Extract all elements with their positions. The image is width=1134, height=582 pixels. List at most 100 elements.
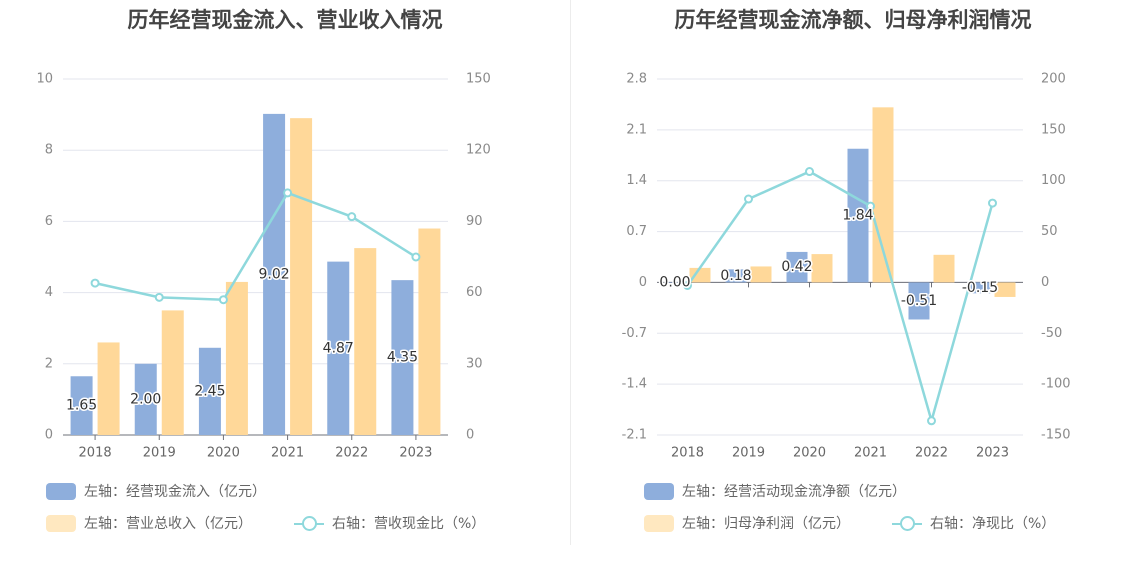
x-axis-tick-label: 2023 <box>399 446 432 461</box>
ratio-point <box>988 198 997 208</box>
bar-data-label: 9.02 <box>258 266 289 282</box>
right-axis-tick-label: 200 <box>1041 72 1066 87</box>
bar-secondary <box>290 118 313 435</box>
left-axis-tick-label: -0.7 <box>622 326 647 341</box>
bar-primary <box>263 113 286 435</box>
legend-line-swatch-icon <box>892 515 922 532</box>
ratio-point <box>683 280 692 290</box>
x-axis-tick-label: 2020 <box>793 446 826 461</box>
legend-item-net-cash-ratio[interactable]: 右轴：净现比（%） <box>892 513 1055 533</box>
ratio-point <box>866 201 875 211</box>
ratio-point <box>805 167 814 177</box>
legend-item-net-profit[interactable]: 左轴：归母净利润（亿元） <box>644 513 850 533</box>
chart-title: 历年经营现金流入、营业收入情况 <box>127 8 443 32</box>
bar-data-label: 4.87 <box>323 340 354 356</box>
right-axis-tick-label: 90 <box>466 214 483 229</box>
legend-label: 左轴：归母净利润（亿元） <box>682 516 850 532</box>
right-axis-tick-label: 150 <box>466 72 491 87</box>
ratio-point <box>218 295 228 305</box>
left-axis-tick-label: 4 <box>45 285 53 300</box>
left-axis-tick-label: -2.1 <box>622 428 647 443</box>
bar-primary <box>198 347 221 435</box>
left-axis-tick-label: 1.4 <box>626 173 647 188</box>
ratio-point <box>90 278 100 288</box>
x-axis-tick-label: 2019 <box>143 446 176 461</box>
bar-secondary <box>97 342 120 435</box>
left-axis-tick-label: 2.8 <box>626 72 647 87</box>
bar-secondary <box>161 310 184 435</box>
bar-data-label: 2.00 <box>130 391 161 407</box>
legend-bar-swatch-icon <box>644 482 674 500</box>
left-chart-panel: 历年经营现金流入、营业收入情况 0 2 4 6 8 10 0 30 60 90 120 150 2018… <box>36 8 491 533</box>
ratio-line <box>686 170 994 426</box>
left-axis-tick-label: 0.7 <box>626 224 647 239</box>
bar-secondary <box>689 267 711 283</box>
bar-primary <box>969 282 991 294</box>
right-axis-tick-label: 50 <box>1041 224 1058 239</box>
right-axis-tick-label: -100 <box>1041 377 1071 392</box>
bar-data-label: -0.15 <box>962 280 998 296</box>
ratio-point <box>927 416 936 426</box>
bar-secondary <box>811 254 833 283</box>
right-axis-tick-label: -150 <box>1041 428 1071 443</box>
chart-title: 历年经营现金流净额、归母净利润情况 <box>674 8 1032 32</box>
left-chart-plot: 0 2 4 6 8 10 0 30 60 90 120 150 2018 2019 2020 2021 2022… <box>36 72 491 461</box>
legend-item-revenue[interactable]: 左轴：营业总收入（亿元） <box>46 513 252 533</box>
x-axis-tick-label: 2020 <box>207 446 240 461</box>
left-axis-tick-label: 6 <box>45 214 53 229</box>
right-chart-panel: 历年经营现金流净额、归母净利润情况 -2.1 -1.4 -0.7 0 0.7 1.4 2.1… <box>572 0 1134 582</box>
x-axis-tick-label: 2022 <box>915 446 948 461</box>
left-axis-tick-label: 8 <box>45 143 53 158</box>
bar-secondary <box>225 281 248 435</box>
legend-item-cash-inflow[interactable]: 左轴：经营现金流入（亿元） <box>46 481 266 501</box>
right-axis-tick-label: -50 <box>1041 326 1062 341</box>
ratio-line <box>94 191 417 301</box>
right-chart-plot: -2.1 -1.4 -0.7 0 0.7 1.4 2.1 2.8 -150 -100 -50 0 50 1… <box>622 72 1071 461</box>
x-axis-tick-label: 2018 <box>671 446 704 461</box>
left-axis-tick-label: -1.4 <box>622 377 647 392</box>
legend-line-swatch-icon <box>294 515 324 532</box>
ratio-point <box>347 212 357 222</box>
left-axis-tick-label: 2.1 <box>626 122 647 137</box>
right-axis-tick-label: 100 <box>1041 173 1066 188</box>
panel-divider <box>570 0 571 545</box>
legend-bar-swatch-icon <box>46 482 76 500</box>
bar-data-label: 1.65 <box>66 398 97 414</box>
bar-primary <box>908 282 930 320</box>
bar-data-label: 0.42 <box>781 259 812 275</box>
bar-secondary <box>418 228 441 435</box>
bar-secondary <box>354 248 377 435</box>
bar-data-label: 1.84 <box>842 208 873 224</box>
bar-primary <box>725 269 747 283</box>
bar-secondary <box>872 107 894 283</box>
legend-label: 左轴：经营现金流入（亿元） <box>84 484 266 500</box>
ratio-point <box>154 292 164 302</box>
right-axis-tick-label: 60 <box>466 285 483 300</box>
bar-secondary <box>750 266 772 283</box>
bar-data-label: -0.51 <box>901 293 937 309</box>
right-axis-tick-label: 150 <box>1041 122 1066 137</box>
left-axis-tick-label: 2 <box>45 356 53 371</box>
legend-bar-swatch-icon <box>46 514 76 532</box>
legend-label: 右轴：营收现金比（%） <box>332 516 486 532</box>
bar-primary <box>391 280 414 435</box>
ratio-point <box>744 194 753 204</box>
x-axis-tick-label: 2023 <box>976 446 1009 461</box>
right-axis-tick-label: 0 <box>466 428 474 443</box>
bar-primary <box>847 148 869 283</box>
left-axis-tick-label: 10 <box>36 72 53 87</box>
x-axis-tick-label: 2019 <box>732 446 765 461</box>
left-axis-tick-label: 0 <box>639 275 647 290</box>
bar-data-label: 2.45 <box>194 383 225 399</box>
x-axis-tick-label: 2021 <box>854 446 887 461</box>
legend-bar-swatch-icon <box>644 514 674 532</box>
legend-item-net-cash-flow[interactable]: 左轴：经营活动现金流净额（亿元） <box>644 481 906 501</box>
x-axis-tick-label: 2022 <box>335 446 368 461</box>
legend-item-cash-ratio[interactable]: 右轴：营收现金比（%） <box>294 513 485 533</box>
x-axis-tick-label: 2018 <box>79 446 112 461</box>
legend-label: 右轴：净现比（%） <box>930 516 1056 532</box>
bar-data-label: 0.18 <box>720 268 751 284</box>
ratio-point <box>283 188 293 198</box>
bar-primary <box>786 251 808 283</box>
legend-label: 左轴：营业总收入（亿元） <box>84 516 252 532</box>
